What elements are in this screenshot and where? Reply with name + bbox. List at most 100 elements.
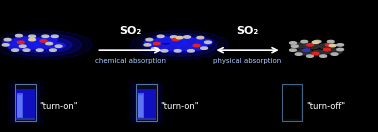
Circle shape (157, 35, 164, 37)
Circle shape (156, 37, 173, 43)
Text: chemical absorption: chemical absorption (95, 58, 166, 64)
Circle shape (40, 40, 47, 42)
Circle shape (55, 45, 62, 47)
Circle shape (170, 36, 177, 38)
Circle shape (150, 45, 167, 50)
Circle shape (312, 41, 319, 43)
Circle shape (329, 44, 336, 47)
Circle shape (312, 52, 319, 55)
Circle shape (325, 44, 332, 46)
Circle shape (3, 39, 20, 45)
Circle shape (29, 38, 36, 41)
Circle shape (144, 44, 151, 46)
Circle shape (146, 38, 153, 41)
Circle shape (307, 55, 313, 57)
Circle shape (48, 43, 65, 48)
Circle shape (337, 48, 344, 51)
Bar (16, 118, 35, 120)
Circle shape (324, 48, 330, 51)
Circle shape (15, 34, 22, 37)
Circle shape (337, 44, 344, 46)
Ellipse shape (0, 30, 93, 59)
Ellipse shape (142, 34, 217, 56)
Circle shape (190, 44, 207, 50)
Circle shape (295, 53, 302, 55)
Circle shape (327, 40, 334, 43)
Circle shape (197, 36, 204, 39)
Circle shape (177, 45, 194, 50)
Circle shape (46, 42, 53, 45)
Bar (136, 84, 157, 121)
Circle shape (307, 44, 313, 46)
Circle shape (196, 39, 212, 45)
Circle shape (22, 43, 39, 49)
Circle shape (145, 39, 161, 45)
Text: SO₂: SO₂ (119, 26, 141, 36)
Circle shape (301, 40, 308, 43)
Bar (138, 93, 144, 118)
Circle shape (14, 37, 31, 43)
Circle shape (4, 38, 11, 41)
Ellipse shape (6, 34, 81, 56)
Circle shape (29, 35, 36, 37)
Circle shape (183, 38, 199, 44)
Ellipse shape (15, 37, 72, 53)
Text: "turn-on": "turn-on" (40, 102, 78, 111)
Bar (137, 118, 156, 120)
Circle shape (204, 41, 211, 43)
Text: "turn-off": "turn-off" (306, 102, 345, 111)
Bar (11, 83, 40, 123)
Circle shape (290, 49, 296, 51)
Circle shape (152, 48, 158, 50)
Text: physical absorption: physical absorption (214, 58, 282, 64)
Circle shape (9, 44, 25, 50)
Circle shape (35, 43, 52, 48)
Circle shape (319, 44, 335, 49)
Circle shape (291, 43, 306, 48)
Circle shape (2, 44, 9, 46)
Circle shape (153, 42, 160, 45)
Bar (282, 84, 302, 121)
Text: "turn-on": "turn-on" (161, 102, 199, 111)
Circle shape (193, 44, 200, 47)
Bar (129, 82, 164, 124)
Circle shape (331, 53, 338, 55)
Bar (137, 89, 156, 119)
Bar (138, 95, 143, 117)
Circle shape (320, 55, 327, 57)
Circle shape (172, 38, 179, 41)
Circle shape (291, 45, 298, 47)
Circle shape (327, 49, 342, 54)
Circle shape (174, 50, 181, 52)
Bar (283, 87, 301, 119)
Bar (132, 83, 161, 123)
Circle shape (187, 50, 194, 52)
Circle shape (17, 41, 24, 43)
Circle shape (303, 49, 310, 51)
Circle shape (176, 36, 183, 39)
Circle shape (164, 45, 180, 50)
Circle shape (50, 49, 56, 51)
Bar (17, 93, 23, 118)
Circle shape (41, 37, 57, 43)
Circle shape (12, 49, 19, 51)
Circle shape (19, 45, 26, 47)
Ellipse shape (151, 37, 208, 53)
Bar (8, 82, 43, 124)
Circle shape (28, 38, 44, 44)
Circle shape (169, 39, 186, 44)
Circle shape (201, 47, 208, 49)
Circle shape (314, 40, 321, 43)
Circle shape (297, 50, 312, 55)
Bar (15, 84, 36, 121)
Circle shape (36, 49, 43, 51)
Bar (17, 95, 22, 117)
Text: SO₂: SO₂ (237, 26, 259, 36)
Circle shape (161, 50, 168, 52)
Circle shape (184, 36, 191, 38)
Circle shape (23, 49, 30, 51)
Circle shape (290, 42, 296, 44)
Circle shape (312, 50, 327, 55)
Circle shape (51, 35, 58, 37)
Bar (16, 89, 35, 119)
